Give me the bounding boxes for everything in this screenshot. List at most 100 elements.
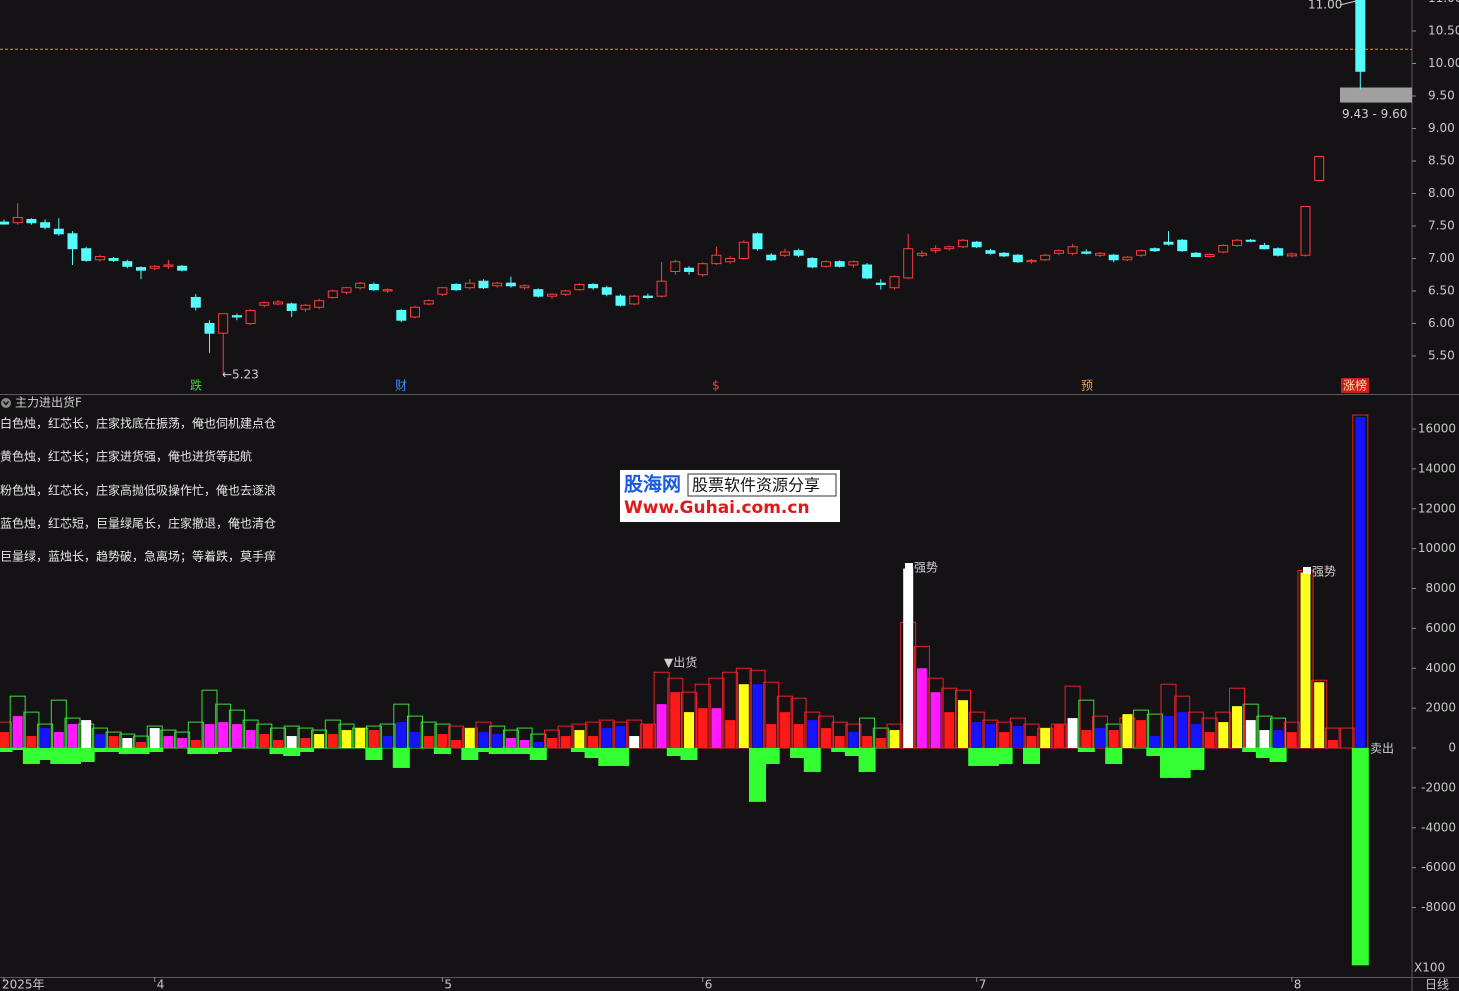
candle-body	[94, 256, 105, 261]
candle-body	[862, 264, 873, 279]
marker: 预	[1081, 379, 1093, 393]
flow-bar	[1012, 726, 1023, 749]
outflow-bar	[598, 748, 616, 766]
flow-bar	[40, 728, 51, 749]
flow-bar	[1040, 728, 1051, 749]
candle-body	[1177, 239, 1188, 252]
candle-body	[656, 280, 667, 297]
flow-bar	[779, 712, 790, 749]
candle-body	[1314, 155, 1325, 181]
candle-body	[916, 252, 927, 256]
y-tick-label: 14000	[1418, 461, 1456, 475]
flow-bar	[588, 736, 599, 749]
candle-body	[1300, 205, 1311, 256]
flow-bar	[958, 700, 968, 749]
x-tick-label: 6	[705, 978, 713, 991]
flow-bar	[122, 738, 133, 749]
y-tick-label: 16000	[1418, 421, 1456, 435]
candle-body	[314, 300, 325, 308]
outflow-bar	[36, 748, 54, 760]
candle-body	[1245, 239, 1256, 242]
outflow-bar	[283, 748, 301, 756]
flow-bar	[368, 730, 379, 749]
flow-bar	[505, 738, 516, 749]
y-tick-label: 6.00	[1428, 316, 1455, 330]
outflow-bar	[118, 748, 136, 755]
signal-tag	[1303, 567, 1311, 574]
flow-bar	[656, 704, 667, 749]
flow-bar	[601, 728, 612, 749]
x-tick-label: 7	[979, 978, 987, 991]
candle-body	[999, 252, 1010, 257]
high-pointer	[1339, 0, 1357, 6]
flow-bar	[1232, 706, 1242, 749]
outflow-bar	[844, 748, 862, 756]
flow-bar	[382, 736, 393, 749]
flow-bar	[1095, 728, 1105, 749]
flow-bar	[533, 742, 544, 749]
candle-body	[1190, 252, 1201, 258]
marker-badge	[1341, 378, 1369, 393]
candle-body	[273, 301, 283, 305]
outflow-bar	[475, 748, 492, 753]
candle-body	[1218, 244, 1229, 253]
signal-label: 卖出	[1370, 742, 1394, 756]
collapse-icon[interactable]	[1, 398, 11, 408]
y-tick-label: 6000	[1425, 621, 1456, 635]
flow-bar	[670, 692, 681, 749]
flow-bar	[930, 692, 941, 749]
flow-bar	[1190, 724, 1201, 749]
candle-body	[1286, 253, 1297, 257]
y-tick-label: 2000	[1425, 701, 1456, 715]
flow-bar	[149, 728, 160, 749]
outflow-bar	[529, 748, 547, 760]
candle-body	[793, 250, 804, 256]
candle-body	[149, 265, 160, 269]
flow-bar	[1163, 716, 1174, 749]
y-tick-label: 4000	[1425, 661, 1456, 675]
watermark-frame	[687, 473, 837, 497]
candle-body	[355, 282, 366, 289]
candle-body	[245, 309, 256, 324]
note: 巨量绿，蓝烛长，趋势破，急离场；等着跌，莫手痒	[0, 549, 276, 564]
flow-bar	[766, 724, 777, 749]
flow-bar	[437, 734, 448, 749]
flow-bar	[999, 732, 1010, 749]
candle-body	[1273, 248, 1284, 256]
y-tick-label: 10.50	[1428, 24, 1459, 38]
flow-bar	[821, 728, 831, 749]
outflow-bar	[516, 748, 534, 755]
flow-bar	[807, 720, 818, 749]
x-tick-label: 5	[444, 978, 452, 991]
candle-body	[190, 296, 201, 308]
indicator-pane: 16000 14000 12000 10000 8000 6000 4000 2000 0 -20…	[0, 414, 1456, 966]
signal-tag	[905, 563, 913, 570]
candle-body	[81, 248, 92, 261]
note: 黄色烛，红芯长；庄家进货强，俺也进货等起航	[0, 449, 252, 464]
candle-body	[0, 221, 9, 225]
candle-body	[1040, 254, 1051, 261]
candle-body	[136, 267, 146, 271]
flow-bar	[478, 732, 489, 749]
outflow-bar	[1255, 748, 1273, 758]
outflow-bar	[1105, 748, 1123, 764]
flow-bar	[464, 728, 475, 749]
flow-bar	[327, 734, 338, 749]
outflow-bar	[132, 748, 150, 755]
signal-label: ▼出货	[664, 655, 697, 670]
watermark: 股海网 股票软件资源分享 Www.Guhai.com.cn	[620, 470, 840, 522]
y-tick-label: 12000	[1418, 501, 1456, 515]
candle-body	[218, 313, 229, 334]
candle-body	[396, 309, 407, 321]
y-tick-label: -6000	[1421, 860, 1456, 874]
x-tick-label: 2025年	[2, 978, 45, 991]
note: 蓝色烛，红芯短，巨量绿尾长，庄家撤退，俺也清仓	[0, 516, 276, 531]
y-tick-label: 9.50	[1428, 88, 1455, 102]
y-tick-label: 10000	[1418, 541, 1456, 555]
candle-body	[807, 257, 818, 268]
flow-bar	[752, 684, 763, 749]
indicator-title: 主力进出货F	[15, 395, 82, 410]
outflow-bar	[981, 748, 999, 766]
